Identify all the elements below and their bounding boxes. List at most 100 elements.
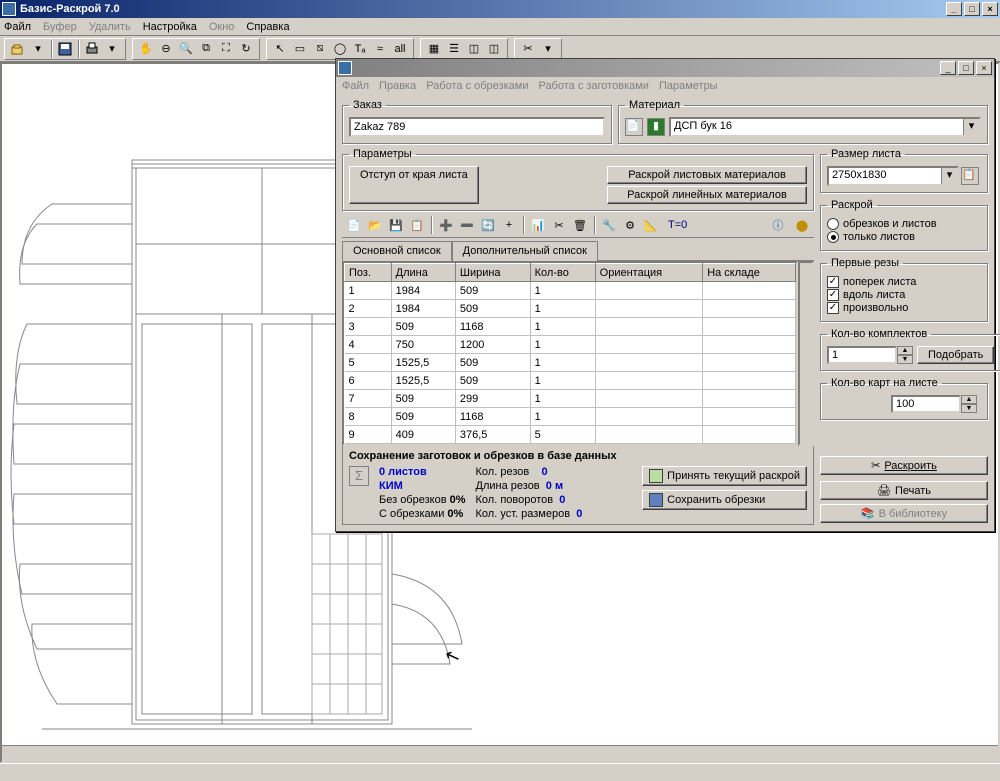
table-cell[interactable]: 1: [530, 408, 595, 426]
mtb-open-icon[interactable]: 📂: [366, 216, 384, 234]
pick-button[interactable]: Подобрать: [917, 346, 994, 364]
table-cell[interactable]: 1: [530, 282, 595, 300]
zoom-in-icon[interactable]: 🔍: [177, 40, 195, 58]
table-cell[interactable]: 6: [345, 372, 392, 390]
box3d-icon[interactable]: ◫: [465, 40, 483, 58]
selection-icon[interactable]: ↖: [271, 40, 289, 58]
table-header[interactable]: На складе: [703, 264, 796, 282]
sets-down-icon[interactable]: ▼: [897, 355, 913, 364]
cross-select-icon[interactable]: ⧅: [311, 40, 329, 58]
table-cell[interactable]: 1525,5: [391, 372, 455, 390]
table-cell[interactable]: 509: [455, 372, 530, 390]
table-cell[interactable]: 1984: [391, 282, 455, 300]
table-cell[interactable]: 1200: [455, 336, 530, 354]
save-scraps-button[interactable]: Сохранить обрезки: [642, 490, 807, 510]
table-cell[interactable]: [595, 372, 703, 390]
table-cell[interactable]: 8: [345, 408, 392, 426]
table-row[interactable]: 850911681: [345, 408, 796, 426]
table-row[interactable]: 350911681: [345, 318, 796, 336]
preview-dropdown-icon[interactable]: ▾: [103, 40, 121, 58]
table-cell[interactable]: 1: [345, 282, 392, 300]
mtb-copy-icon[interactable]: 📋: [408, 216, 426, 234]
table-cell[interactable]: [595, 408, 703, 426]
dialog-menu-blanks[interactable]: Работа с заготовками: [538, 80, 648, 92]
dialog-close-button[interactable]: ×: [976, 61, 992, 75]
table-cell[interactable]: [703, 336, 796, 354]
table-cell[interactable]: 1: [530, 354, 595, 372]
maximize-button[interactable]: □: [964, 2, 980, 16]
table-cell[interactable]: 1: [530, 372, 595, 390]
material-icon-2[interactable]: ▮: [647, 118, 665, 136]
mtb-tool1-icon[interactable]: 🔧: [600, 216, 618, 234]
table-cell[interactable]: 299: [455, 390, 530, 408]
table-row[interactable]: 51525,55091: [345, 354, 796, 372]
material-icon[interactable]: ▦: [425, 40, 443, 58]
table-cell[interactable]: 5: [345, 354, 392, 372]
check-along[interactable]: ✓ вдоль листа: [827, 289, 981, 301]
material-dropdown-icon[interactable]: ▾: [963, 119, 979, 135]
mtb-new-icon[interactable]: 📄: [345, 216, 363, 234]
table-cell[interactable]: 409: [391, 426, 455, 444]
check-across[interactable]: ✓ поперек листа: [827, 276, 981, 288]
dialog-menu-edit[interactable]: Правка: [379, 80, 416, 92]
mtb-info-icon[interactable]: ⓘ: [769, 216, 787, 234]
box3d-2-icon[interactable]: ◫: [485, 40, 503, 58]
table-cell[interactable]: [595, 300, 703, 318]
table-cell[interactable]: [703, 390, 796, 408]
print-icon[interactable]: [83, 40, 101, 58]
table-cell[interactable]: 3: [345, 318, 392, 336]
zoom-out-icon[interactable]: ⊖: [157, 40, 175, 58]
lasso-icon[interactable]: ◯: [331, 40, 349, 58]
dialog-titlebar[interactable]: _ □ ×: [336, 59, 994, 77]
sheet-cut-button[interactable]: Раскрой листовых материалов: [607, 166, 807, 184]
table-cell[interactable]: 376,5: [455, 426, 530, 444]
maps-up-icon[interactable]: ▲: [961, 395, 977, 404]
table-row[interactable]: 475012001: [345, 336, 796, 354]
cut-tool-icon[interactable]: ✂: [519, 40, 537, 58]
text-tool-icon[interactable]: Tₐ: [351, 40, 369, 58]
fit-icon[interactable]: ⛶: [217, 40, 235, 58]
menu-buffer[interactable]: Буфер: [43, 21, 77, 33]
maps-spinner[interactable]: ▲▼: [891, 395, 981, 413]
hand-icon[interactable]: ✋: [137, 40, 155, 58]
mtb-scraps-icon[interactable]: 🗑: [571, 216, 589, 234]
tab-extra-list[interactable]: Дополнительный список: [452, 241, 598, 261]
select-all-icon[interactable]: all: [391, 40, 409, 58]
linear-cut-button[interactable]: Раскрой линейных материалов: [607, 186, 807, 204]
menu-help[interactable]: Справка: [246, 21, 289, 33]
table-cell[interactable]: [595, 390, 703, 408]
table-header[interactable]: Ориентация: [595, 264, 703, 282]
table-cell[interactable]: [595, 336, 703, 354]
mtb-add-row-icon[interactable]: ➕: [437, 216, 455, 234]
table-cell[interactable]: [703, 300, 796, 318]
sheet-size-combo[interactable]: 2750x1830 ▾: [827, 166, 959, 186]
horizontal-scrollbar[interactable]: [2, 745, 998, 761]
sets-up-icon[interactable]: ▲: [897, 346, 913, 355]
table-cell[interactable]: 1: [530, 336, 595, 354]
mtb-plus-icon[interactable]: +: [500, 216, 518, 234]
check-free[interactable]: ✓ произвольно: [827, 302, 981, 314]
accept-layout-button[interactable]: Принять текущий раскрой: [642, 466, 807, 486]
tab-main-list[interactable]: Основной список: [342, 241, 452, 261]
mtb-tool3-icon[interactable]: 📐: [642, 216, 660, 234]
sets-input[interactable]: [827, 346, 897, 364]
table-cell[interactable]: [703, 282, 796, 300]
table-header[interactable]: Длина: [391, 264, 455, 282]
table-cell[interactable]: 1984: [391, 300, 455, 318]
table-cell[interactable]: 1168: [455, 318, 530, 336]
dialog-menu-params[interactable]: Параметры: [659, 80, 718, 92]
layers-icon[interactable]: ☰: [445, 40, 463, 58]
table-cell[interactable]: 4: [345, 336, 392, 354]
order-input[interactable]: [349, 117, 605, 137]
table-cell[interactable]: 509: [391, 390, 455, 408]
mtb-save-icon[interactable]: 💾: [387, 216, 405, 234]
zoom-window-icon[interactable]: ⧉: [197, 40, 215, 58]
table-cell[interactable]: 1: [530, 300, 595, 318]
radio-sheets[interactable]: только листов: [827, 231, 981, 243]
cut-dropdown-icon[interactable]: ▾: [539, 40, 557, 58]
cut-button[interactable]: ✂ Раскроить: [820, 456, 988, 475]
table-header[interactable]: Ширина: [455, 264, 530, 282]
table-row[interactable]: 119845091: [345, 282, 796, 300]
sets-spinner[interactable]: ▲▼: [827, 346, 913, 364]
select-similar-icon[interactable]: ≈: [371, 40, 389, 58]
